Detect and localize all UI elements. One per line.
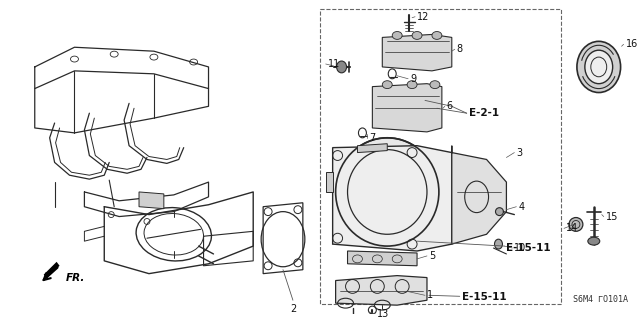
Ellipse shape bbox=[577, 41, 621, 93]
Ellipse shape bbox=[585, 50, 612, 84]
Ellipse shape bbox=[392, 32, 402, 39]
Text: 10: 10 bbox=[515, 243, 527, 253]
Polygon shape bbox=[382, 34, 452, 71]
Text: 5: 5 bbox=[429, 251, 435, 261]
Ellipse shape bbox=[337, 61, 346, 73]
Text: 11: 11 bbox=[328, 59, 340, 69]
Ellipse shape bbox=[430, 81, 440, 89]
Ellipse shape bbox=[569, 218, 583, 231]
Polygon shape bbox=[335, 276, 427, 305]
Polygon shape bbox=[139, 192, 164, 209]
Ellipse shape bbox=[588, 237, 600, 245]
Text: S6M4 ΓO101A: S6M4 ΓO101A bbox=[573, 295, 628, 304]
Text: 16: 16 bbox=[625, 39, 638, 49]
Polygon shape bbox=[44, 262, 60, 278]
Text: 4: 4 bbox=[518, 202, 524, 212]
Text: E-2-1: E-2-1 bbox=[468, 108, 499, 118]
Text: E-15-11: E-15-11 bbox=[461, 292, 506, 302]
Ellipse shape bbox=[495, 239, 502, 249]
Text: 12: 12 bbox=[417, 12, 429, 22]
Ellipse shape bbox=[495, 208, 504, 216]
Text: E-15-11: E-15-11 bbox=[506, 243, 551, 253]
Ellipse shape bbox=[412, 32, 422, 39]
Text: 9: 9 bbox=[410, 74, 416, 84]
Text: 6: 6 bbox=[447, 101, 453, 111]
Text: 7: 7 bbox=[369, 133, 376, 143]
Ellipse shape bbox=[407, 81, 417, 89]
Text: 2: 2 bbox=[290, 304, 296, 314]
Text: 14: 14 bbox=[566, 223, 579, 234]
Text: 13: 13 bbox=[378, 309, 390, 319]
Ellipse shape bbox=[432, 32, 442, 39]
Ellipse shape bbox=[382, 81, 392, 89]
Ellipse shape bbox=[335, 138, 439, 246]
Polygon shape bbox=[333, 146, 452, 251]
Text: 1: 1 bbox=[427, 290, 433, 300]
Text: FR.: FR. bbox=[65, 272, 85, 283]
Polygon shape bbox=[452, 146, 506, 244]
Polygon shape bbox=[326, 172, 333, 192]
Polygon shape bbox=[372, 84, 442, 132]
Text: 8: 8 bbox=[457, 44, 463, 54]
Polygon shape bbox=[358, 144, 387, 152]
Bar bbox=[320, 9, 561, 304]
Polygon shape bbox=[348, 251, 417, 266]
Ellipse shape bbox=[348, 150, 427, 234]
Text: 15: 15 bbox=[605, 211, 618, 222]
Text: 3: 3 bbox=[516, 148, 522, 158]
